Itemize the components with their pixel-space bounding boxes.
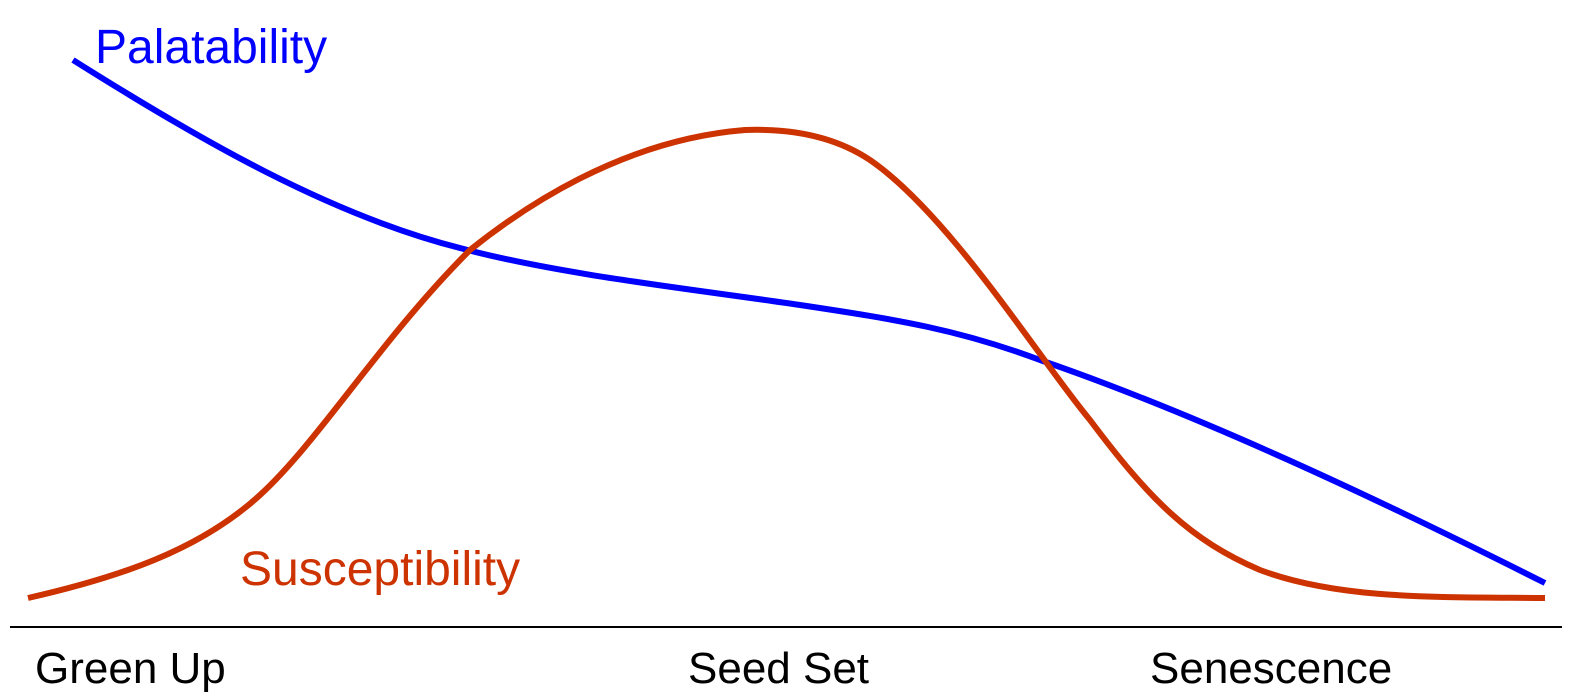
palatability-curve	[71, 57, 1547, 586]
susceptibility-curve	[27, 126, 1546, 601]
curve-label: Palatability	[95, 21, 327, 74]
stage-label: Green Up	[35, 644, 226, 693]
curve-label: Susceptibility	[240, 543, 520, 596]
stage-label: Seed Set	[688, 644, 869, 693]
stage-label: Senescence	[1150, 644, 1392, 693]
